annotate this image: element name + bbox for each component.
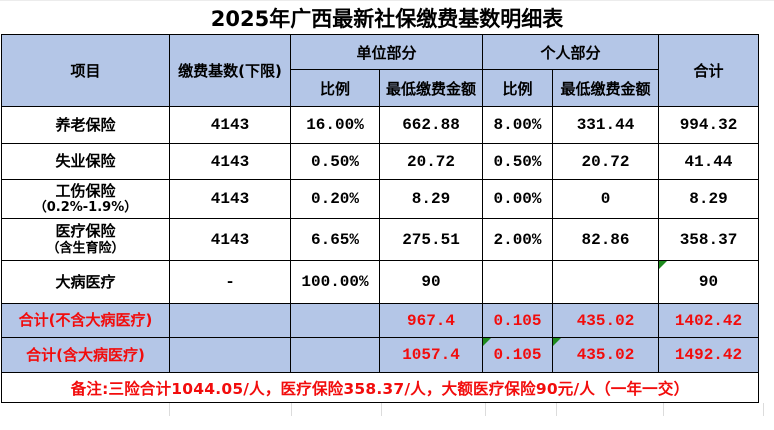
personal-ratio-cell: 2.00% — [482, 218, 553, 261]
header-personal-ratio: 比例 — [482, 69, 553, 107]
personal-min-cell: 435.02 — [552, 303, 659, 338]
error-indicator-icon — [483, 338, 491, 346]
row-note: 备注:三险合计1044.05/人，医疗保险358.37/人，大额医疗保险90元/… — [1, 372, 759, 403]
item-label-cell: 工伤保险 （0.2%-1.9%） — [1, 179, 170, 219]
unit-min-cell: 275.51 — [379, 218, 483, 261]
unit-ratio-cell: 16.00% — [290, 106, 380, 144]
total-cell: 994.32 — [658, 106, 759, 144]
header-unit-ratio: 比例 — [290, 69, 380, 107]
personal-ratio-cell: 0.00% — [482, 179, 553, 219]
unit-min-cell: 8.29 — [379, 179, 483, 219]
header-total: 合计 — [658, 34, 759, 107]
base-cell: 4143 — [169, 143, 291, 180]
insurance-table: 项目 缴费基数(下限) 单位部分 个人部分 合计 比例 最低缴费金额 比例 最低… — [1, 34, 759, 403]
unit-ratio-cell: 0.50% — [290, 143, 380, 180]
total-cell: 1402.42 — [658, 303, 759, 338]
personal-min-cell: 82.86 — [552, 218, 659, 261]
unit-ratio-cell: 6.65% — [290, 218, 380, 261]
header-item: 项目 — [1, 34, 170, 107]
personal-min-cell: 20.72 — [552, 143, 659, 180]
base-cell: 4143 — [169, 106, 291, 144]
total-cell: 358.37 — [658, 218, 759, 261]
row-serious-illness: 大病医疗 - 100.00% 90 90 — [1, 260, 759, 304]
unit-min-cell: 20.72 — [379, 143, 483, 180]
error-indicator-icon — [659, 261, 667, 269]
personal-min-cell: 331.44 — [552, 106, 659, 144]
table-header: 项目 缴费基数(下限) 单位部分 个人部分 合计 比例 最低缴费金额 比例 最低… — [1, 34, 759, 107]
base-cell: 4143 — [169, 218, 291, 261]
row-pension: 养老保险 4143 16.00% 662.88 8.00% 331.44 994… — [1, 106, 759, 144]
personal-ratio-cell: 8.00% — [482, 106, 553, 144]
unit-min-cell: 90 — [379, 260, 483, 304]
error-indicator-icon — [553, 338, 561, 346]
gridline-strip — [1, 403, 774, 416]
unit-min-cell: 1057.4 — [379, 337, 483, 373]
unit-ratio-cell — [290, 337, 380, 373]
total-cell: 90 — [658, 260, 759, 304]
header-unit-part: 单位部分 — [290, 34, 483, 70]
item-label-cell: 合计(含大病医疗) — [1, 337, 170, 373]
personal-ratio-cell: 0.50% — [482, 143, 553, 180]
item-label-cell: 医疗保险 （含生育险） — [1, 218, 170, 261]
personal-ratio-cell: 0.105 — [482, 337, 553, 373]
row-unemployment: 失业保险 4143 0.50% 20.72 0.50% 20.72 41.44 — [1, 143, 759, 180]
base-cell — [169, 303, 291, 338]
header-personal-min-amount: 最低缴费金额 — [552, 69, 659, 107]
total-cell: 8.29 — [658, 179, 759, 219]
row-medical: 医疗保险 （含生育险） 4143 6.65% 275.51 2.00% 82.86… — [1, 218, 759, 261]
unit-min-cell: 662.88 — [379, 106, 483, 144]
unit-min-cell: 967.4 — [379, 303, 483, 338]
unit-ratio-cell: 100.00% — [290, 260, 380, 304]
unit-ratio-cell: 0.20% — [290, 179, 380, 219]
personal-min-cell: 0 — [552, 179, 659, 219]
header-unit-min-amount: 最低缴费金额 — [379, 69, 483, 107]
base-cell: - — [169, 260, 291, 304]
personal-min-cell — [552, 260, 659, 304]
personal-min-cell: 435.02 — [552, 337, 659, 373]
personal-ratio-cell: 0.105 — [482, 303, 553, 338]
total-cell: 1492.42 — [658, 337, 759, 373]
page-title: 2025年广西最新社保缴费基数明细表 — [210, 6, 564, 31]
unit-ratio-cell — [290, 303, 380, 338]
item-label-cell: 大病医疗 — [1, 260, 170, 304]
item-label-cell: 失业保险 — [1, 143, 170, 180]
base-cell — [169, 337, 291, 373]
header-base: 缴费基数(下限) — [169, 34, 291, 107]
item-label-cell: 养老保险 — [1, 106, 170, 144]
item-label-cell: 合计(不含大病医疗) — [1, 303, 170, 338]
total-cell: 41.44 — [658, 143, 759, 180]
row-total-excl-serious-illness: 合计(不含大病医疗) 967.4 0.105 435.02 1402.42 — [1, 303, 759, 338]
personal-ratio-cell — [482, 260, 553, 304]
header-personal-part: 个人部分 — [482, 34, 659, 70]
row-total-incl-serious-illness: 合计(含大病医疗) 1057.4 0.105 435.02 1492.42 — [1, 337, 759, 373]
base-cell: 4143 — [169, 179, 291, 219]
row-work-injury: 工伤保险 （0.2%-1.9%） 4143 0.20% 8.29 0.00% 0 … — [1, 179, 759, 219]
note-text: 备注:三险合计1044.05/人，医疗保险358.37/人，大额医疗保险90元/… — [1, 372, 759, 403]
